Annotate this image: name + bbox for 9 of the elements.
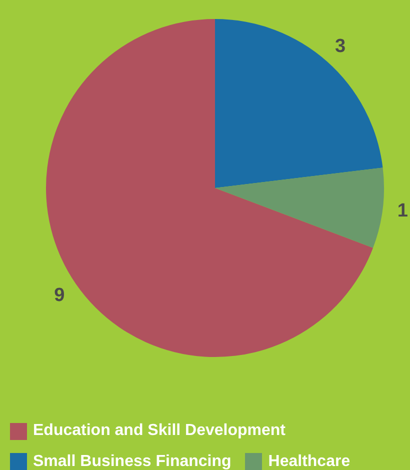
data-label: 9 [54,284,65,306]
pie-slice [215,19,383,188]
legend-label: Healthcare [268,452,350,470]
legend-label: Education and Skill Development [33,421,286,441]
pie-slice [215,168,384,248]
data-label: 3 [335,36,346,58]
legend-label: Small Business Financing [33,452,232,470]
pie-slice [46,19,374,357]
data-label: 1 [397,200,408,222]
